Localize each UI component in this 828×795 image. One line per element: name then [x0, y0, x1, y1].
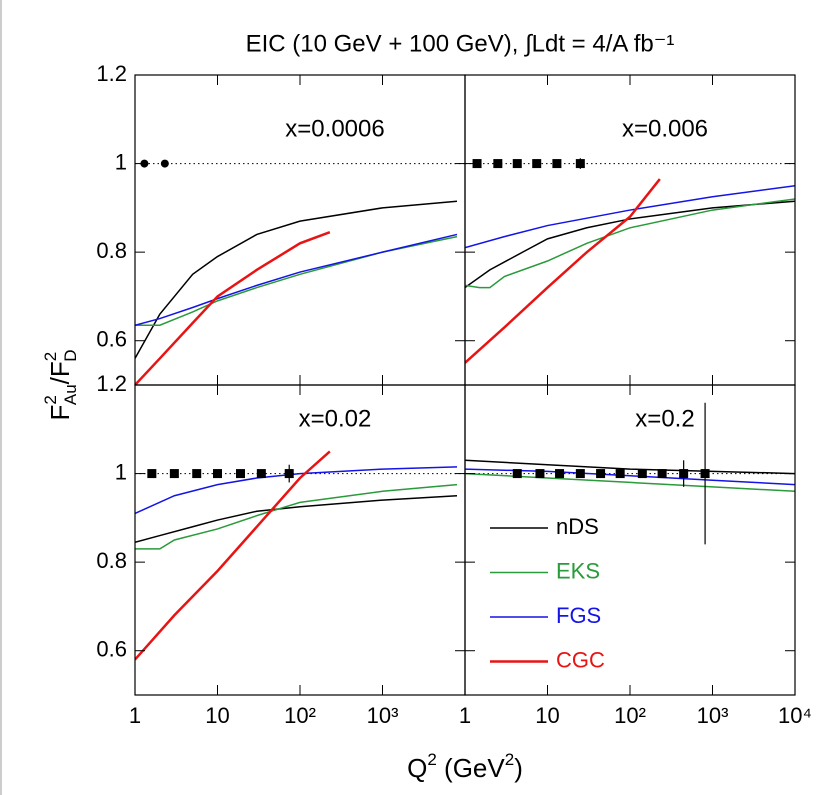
label-part: D — [61, 349, 80, 361]
data-point — [575, 159, 585, 169]
label-part: 2 — [41, 352, 60, 361]
data-point — [512, 159, 522, 169]
data-point — [512, 469, 522, 479]
data-point — [235, 469, 245, 479]
data-point — [615, 469, 625, 479]
plot-area — [135, 450, 465, 661]
curve — [465, 184, 795, 249]
data-point — [637, 469, 647, 479]
plot-area — [135, 159, 465, 385]
curve — [135, 231, 331, 385]
y-tick-label: 0.6 — [96, 327, 127, 352]
label-part: 2 — [41, 395, 60, 404]
data-point — [147, 469, 157, 479]
data-point — [493, 159, 503, 169]
x-tick-label: 10⁴ — [778, 703, 812, 728]
x-tick-label: 1 — [129, 703, 141, 728]
plot-area — [465, 158, 795, 364]
data-point — [700, 469, 710, 479]
label-part: F — [45, 405, 75, 421]
curve — [465, 178, 661, 364]
y-tick-label: 1.2 — [96, 371, 127, 396]
chart-title: EIC (10 GeV + 100 GeV), ∫Ldt = 4/A fb⁻¹ — [246, 30, 675, 57]
y-tick-label: 0.6 — [96, 637, 127, 662]
data-point — [555, 469, 565, 479]
data-point — [192, 469, 202, 479]
legend-label: nDS — [556, 514, 599, 539]
y-axis-label: F2Au/F2D — [41, 349, 80, 420]
label-part: (GeV — [437, 753, 506, 783]
x-axis-label: Q2 (GeV2) — [407, 750, 523, 783]
curve — [135, 494, 458, 543]
y-tick-label: 0.8 — [96, 238, 127, 263]
curve — [465, 198, 795, 289]
data-point — [575, 469, 585, 479]
panel-annotation: x=0.0006 — [285, 115, 384, 142]
curve — [465, 200, 795, 289]
x-tick-label: 1 — [459, 703, 471, 728]
data-point — [535, 469, 545, 479]
data-point — [284, 469, 294, 479]
panel-annotation: x=0.2 — [635, 405, 694, 432]
x-tick-label: 10 — [205, 703, 229, 728]
y-tick-label: 1 — [115, 459, 127, 484]
x-tick-label: 10 — [535, 703, 559, 728]
label-part: ) — [514, 753, 523, 783]
legend-label: EKS — [556, 558, 600, 583]
legend-label: FGS — [556, 603, 601, 628]
panel-annotation: x=0.006 — [622, 115, 708, 142]
label-part: Au — [61, 384, 80, 405]
y-tick-label: 1 — [115, 149, 127, 174]
data-point — [552, 159, 562, 169]
panel-frame — [464, 384, 796, 696]
label-part: Q — [407, 753, 427, 783]
x-tick-label: 10³ — [697, 703, 729, 728]
label-part: /F — [45, 361, 75, 384]
data-point — [213, 469, 222, 479]
y-tick-label: 0.8 — [96, 548, 127, 573]
data-point — [160, 159, 169, 168]
legend-label: CGC — [556, 647, 605, 672]
data-point — [596, 469, 606, 479]
x-tick-label: 10² — [614, 703, 646, 728]
data-point — [256, 469, 266, 479]
y-tick-label: 1.2 — [96, 61, 127, 86]
curve — [135, 450, 331, 661]
label-part: 2 — [505, 750, 514, 769]
panel-annotation: x=0.02 — [299, 405, 372, 432]
data-point — [472, 159, 482, 169]
x-tick-label: 10² — [284, 703, 316, 728]
curve — [465, 459, 795, 475]
curve — [135, 233, 458, 326]
curve — [135, 235, 458, 326]
curve — [135, 483, 458, 550]
label-part: 2 — [427, 750, 436, 769]
plot-area — [465, 402, 795, 545]
x-tick-label: 10³ — [367, 703, 399, 728]
data-point — [657, 469, 667, 479]
curve — [135, 200, 458, 359]
data-point — [679, 469, 689, 479]
data-point — [532, 159, 542, 169]
data-point — [169, 469, 179, 479]
